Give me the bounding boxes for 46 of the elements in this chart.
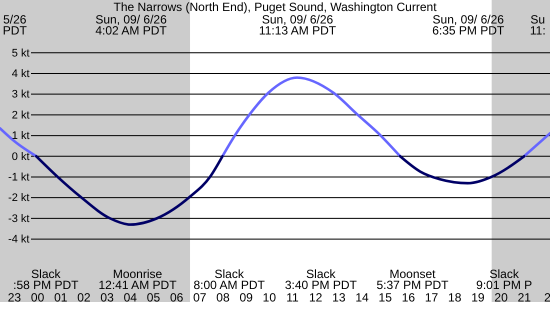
x-tick-label: 15 <box>378 290 392 304</box>
x-tick-label: 23 <box>8 290 22 304</box>
y-tick-label: 4 kt <box>12 68 30 80</box>
y-tick-label: -4 kt <box>8 234 30 246</box>
x-tick-label: 14 <box>355 290 370 304</box>
y-tick-label: 0 kt <box>12 150 30 163</box>
x-tick-label: 18 <box>448 290 462 304</box>
x2-tick-label: Sun, 09/ 6/26 4:02 AM PDT <box>95 12 168 38</box>
x-tick-label: 20 <box>494 290 508 304</box>
x-tick-label: 21 <box>518 290 532 304</box>
y-tick-label: 3 kt <box>12 88 30 101</box>
annotation: Slack 9:01 PM P <box>476 267 532 292</box>
y-tick-label: -2 kt <box>8 192 30 204</box>
x-tick-label: 01 <box>54 290 68 304</box>
x-tick-label: 19 <box>471 290 485 304</box>
x-tick-label: 16 <box>402 290 416 304</box>
annotation: Moonset 5:37 PM PDT <box>376 267 450 292</box>
x2-tick-label: 5/26 PDT <box>2 12 28 38</box>
x-tick-label: 13 <box>332 290 346 304</box>
x2-tick-label: Sun, 09/ 6/26 6:35 PM PDT <box>432 12 505 38</box>
x-tick-label: 09 <box>239 290 254 304</box>
x-tick-label: 05 <box>146 290 160 304</box>
y-tick-label: 2 kt <box>12 109 30 122</box>
annotation: Slack 8:00 AM PDT <box>193 267 266 292</box>
x-tick-label: 03 <box>100 290 114 304</box>
y-tick-label: 1 kt <box>12 130 30 142</box>
annotation: Moonrise 12:41 AM PDT <box>98 267 178 292</box>
x-tick-label: 12 <box>308 290 323 304</box>
x-tick-label: 11 <box>286 290 300 304</box>
x-tick-label: 2 <box>544 290 550 304</box>
y-tick-label: -3 kt <box>8 212 30 225</box>
x-tick-label: 04 <box>124 290 138 304</box>
x-tick-label: 17 <box>424 290 439 304</box>
annotation: Slack 3:40 PM PDT <box>284 267 358 292</box>
chart-title: The Narrows (North End), Puget Sound, Washington Current <box>113 0 438 14</box>
y-tick-label: -1 kt <box>8 171 30 184</box>
x-tick-label: 00 <box>30 290 45 304</box>
x-tick-label: 07 <box>193 290 207 304</box>
x-tick-label: 10 <box>262 290 276 304</box>
annotation: Slack :58 PM PDT <box>13 267 80 292</box>
x-tick-label: 08 <box>216 290 230 304</box>
x-tick-label: 06 <box>170 290 184 304</box>
x-tick-label: 02 <box>77 290 91 304</box>
x2-tick-label: Sun, 09/ 6/26 11:13 AM PDT <box>258 12 337 38</box>
y-tick-label: 5 kt <box>12 47 30 60</box>
x2-tick-label: Su 11: <box>530 12 546 38</box>
